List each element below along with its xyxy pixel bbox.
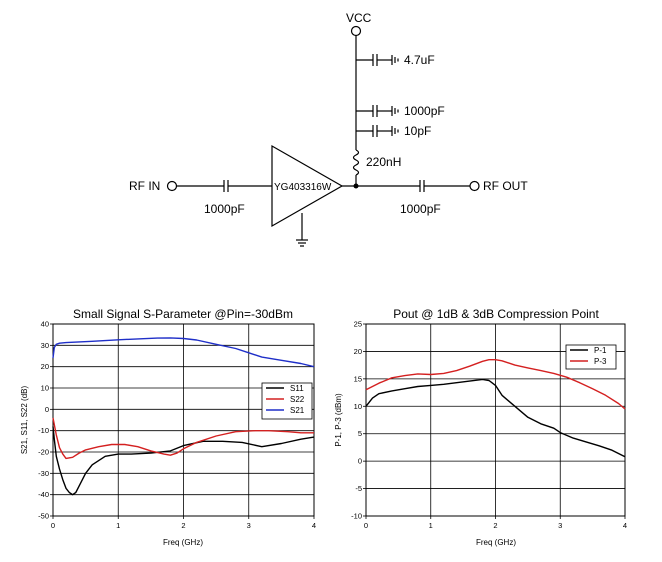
chart-title: Small Signal S-Parameter @Pin=-30dBm [73, 307, 293, 321]
x-tick-label: 1 [429, 521, 433, 530]
y-axis-label: P-1, P-3 (dBm) [334, 393, 343, 447]
y-tick-label: 20 [41, 362, 49, 371]
cap-10pf-label: 10pF [404, 124, 431, 138]
y-tick-label: 5 [358, 429, 362, 438]
y-tick-label: 30 [41, 341, 49, 350]
legend: P-1P-3 [565, 344, 617, 370]
y-tick-label: 0 [358, 457, 362, 466]
chart-title: Pout @ 1dB & 3dB Compression Point [393, 307, 599, 321]
inductor-220nh [352, 149, 360, 176]
legend-label: S21 [290, 406, 305, 415]
input-cap-label: 1000pF [204, 202, 245, 216]
output-node [353, 183, 359, 189]
series-line-s21 [52, 337, 315, 368]
y-tick-label: -30 [38, 469, 49, 478]
legend: S11 S22 S21 [261, 382, 313, 420]
y-tick-label: -20 [38, 448, 49, 457]
x-tick-label: 2 [493, 521, 497, 530]
y-tick-label: -5 [355, 484, 362, 493]
output-cap-label: 1000pF [400, 202, 441, 216]
legend-label: S22 [290, 395, 305, 404]
y-tick-label: -50 [38, 512, 49, 521]
rf-in-label: RF IN [129, 179, 160, 193]
bypass-cap-10pf [356, 125, 399, 137]
y-tick-label: 20 [354, 347, 362, 356]
vcc-label: VCC [346, 11, 372, 25]
x-tick-label: 0 [51, 521, 55, 530]
y-tick-label: 25 [354, 320, 362, 329]
legend-label: P-1 [594, 346, 607, 355]
cap-1000pf-bypass-label: 1000pF [404, 104, 445, 118]
bypass-cap-4-7uf [356, 54, 399, 66]
x-tick-label: 4 [623, 521, 627, 530]
x-tick-label: 0 [364, 521, 368, 530]
series-line-s11 [52, 426, 315, 496]
y-tick-label: 10 [41, 384, 49, 393]
series-line-p-3 [365, 359, 626, 410]
vcc-terminal [350, 25, 362, 37]
x-tick-label: 3 [558, 521, 562, 530]
schematic: VCC 4.7uF 1000pF [129, 11, 528, 247]
amp-ground-icon [296, 239, 308, 247]
legend-label: S11 [290, 384, 304, 393]
rf-out-label: RF OUT [483, 179, 528, 193]
y-tick-label: 40 [41, 320, 49, 329]
y-tick-label: 10 [354, 402, 362, 411]
y-tick-label: 15 [354, 374, 362, 383]
s-parameter-chart: Small Signal S-Parameter @Pin=-30dBm 0 1 2… [20, 307, 316, 547]
cap-4-7uf-label: 4.7uF [404, 53, 435, 67]
x-axis-label: Freq (GHz) [163, 538, 203, 547]
inductor-label: 220nH [366, 155, 401, 169]
rf-out-terminal [469, 180, 480, 192]
series-line-s22 [52, 417, 314, 460]
series-line-p-1 [365, 378, 626, 458]
y-tick-label: -10 [38, 426, 49, 435]
legend-label: P-3 [594, 357, 607, 366]
amplifier-symbol [271, 144, 344, 228]
x-tick-label: 4 [312, 521, 316, 530]
rf-in-terminal [166, 180, 178, 192]
y-tick-label: -10 [351, 512, 362, 521]
amplifier-part-label: YG403316W [274, 182, 332, 193]
x-axis-label: Freq (GHz) [476, 538, 516, 547]
bypass-cap-1000pf [356, 105, 399, 117]
y-tick-label: -40 [38, 490, 49, 499]
compression-point-chart: Pout @ 1dB & 3dB Compression Point 0 1 2 3 4… [334, 307, 627, 547]
y-axis-label: S21, S11, S22 (dB) [20, 386, 29, 455]
x-tick-label: 1 [116, 521, 120, 530]
x-tick-label: 3 [247, 521, 251, 530]
x-tick-label: 2 [181, 521, 185, 530]
y-tick-label: 0 [45, 405, 49, 414]
